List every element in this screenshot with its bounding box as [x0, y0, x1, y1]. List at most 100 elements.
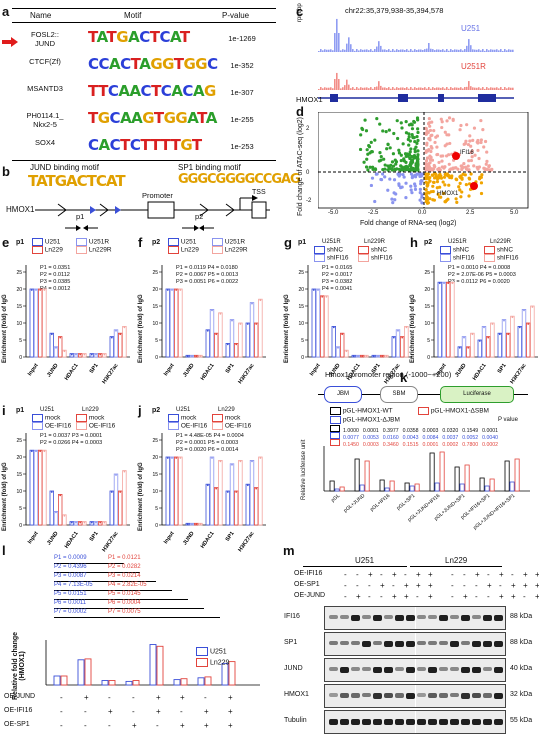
bar-point [175, 289, 178, 291]
scatter-point [458, 128, 462, 132]
track-bar [436, 49, 438, 52]
track-bar [494, 49, 496, 52]
bar-point [325, 295, 328, 298]
track-bar [488, 88, 490, 90]
scatter-point [442, 166, 446, 170]
bar-point [447, 282, 450, 285]
treatment-sign: + [180, 693, 185, 702]
k-construct: JBM SBM Luciferase [318, 386, 528, 404]
scatter-point [390, 168, 394, 172]
pvalue-text: P2 = 0.0017 [322, 272, 353, 278]
k-legend-2: pGL-HMOX1-ΔSBM [418, 407, 489, 415]
treatment-sign: - [84, 707, 87, 716]
track-bar [456, 87, 458, 90]
pvalue-text: P3 = 0.0051 P6 = 0.0022 [176, 279, 239, 285]
pvalue-text: P1 = 4.48E-05 P4 = 0.0004 [176, 433, 244, 439]
bar [165, 288, 170, 358]
bar-point [191, 355, 193, 358]
track-bar [484, 50, 486, 52]
scatter-point [424, 132, 428, 136]
track-bar [384, 87, 386, 90]
track-bar [364, 87, 366, 90]
treatment-sign: + [535, 581, 539, 590]
track-bar [458, 49, 460, 52]
bar [113, 473, 119, 526]
y-tick: 25 [424, 270, 430, 276]
track-bar [356, 87, 358, 90]
scatter-point [447, 183, 451, 187]
track-bar [342, 49, 344, 52]
scatter-point [400, 126, 404, 130]
bar [395, 329, 401, 358]
bar-point [255, 323, 258, 325]
legend-item: U251R [76, 238, 109, 246]
track-bar [338, 79, 340, 90]
y-tick: 5 [155, 338, 158, 344]
bar [437, 281, 442, 358]
track-bar [444, 88, 446, 90]
scatter-point [402, 175, 406, 179]
treatment-sign: - [487, 570, 490, 579]
treatment-label: OE-JUND [4, 693, 36, 700]
treatment-sign: + [84, 693, 89, 702]
bar-point [199, 523, 202, 526]
treatment-sign: + [535, 570, 539, 579]
track-bar [478, 87, 480, 90]
track-bar [332, 50, 334, 52]
scatter-point [425, 141, 429, 145]
pvalue-text: P7 = 0.0075 [108, 609, 141, 615]
bar [506, 332, 511, 358]
bar [84, 658, 92, 686]
scatter-point [447, 162, 451, 166]
treatment-sign: + [132, 721, 137, 730]
y-tick: 20 [16, 455, 22, 461]
scatter-point [427, 121, 431, 126]
motif-name: FOSL2:: JUND [31, 30, 59, 48]
bar [466, 346, 471, 358]
scatter-point [392, 178, 397, 182]
scatter-point [399, 158, 403, 163]
x-category: HDAC1 [64, 363, 80, 382]
scatter-point [410, 127, 415, 131]
track-bar [494, 87, 496, 90]
motif-logo: TTCAACTCACAG [88, 82, 216, 100]
scatter-point [366, 168, 370, 172]
x-category: pGL+JUND [343, 493, 367, 514]
bar-point [179, 457, 182, 459]
pvalue-text: P2 = 0.0266 P4 = 0.0003 [40, 440, 103, 446]
treatment-sign: - [416, 592, 419, 601]
scatter-point [442, 175, 447, 179]
scatter-point [408, 139, 412, 143]
bar [311, 288, 316, 358]
scatter-point [468, 134, 472, 138]
x-category: SP1 [497, 363, 508, 375]
track-bar [420, 87, 422, 90]
scatter-point [409, 160, 413, 164]
bar-point [357, 355, 359, 358]
group-2: Ln229R [364, 239, 386, 245]
motif-logo: TGCAAGTGGATA [88, 109, 217, 127]
scatter-point [383, 175, 387, 179]
track-bar [390, 88, 392, 90]
bar [132, 680, 140, 686]
pvalue-text: P2 = 0.0067 P5 = 0.0013 [176, 272, 239, 278]
scatter-point [447, 153, 451, 157]
bar [229, 319, 235, 358]
k-legend-3: pGL-HMOX1-ΔJBM [330, 416, 400, 424]
y-tick: 20 [298, 287, 304, 293]
bar [113, 329, 119, 358]
motif-row: CTCF(Zf) CCACTAGGTGGC 1e-352 [12, 53, 276, 81]
pvalue-text: P6 = 0.0011 [54, 600, 87, 606]
bar-point [365, 355, 368, 358]
panel-g-label: g [284, 235, 292, 250]
bar-point [50, 491, 53, 493]
bar [169, 288, 175, 358]
bar [530, 305, 535, 358]
track-bar [486, 49, 488, 52]
blot-label: HMOX1 [284, 691, 309, 698]
legend-item: mock [76, 414, 104, 422]
bar [384, 487, 390, 492]
motif-name: SOX4 [34, 138, 55, 147]
scatter-point [427, 177, 431, 181]
scatter-point [402, 157, 406, 161]
